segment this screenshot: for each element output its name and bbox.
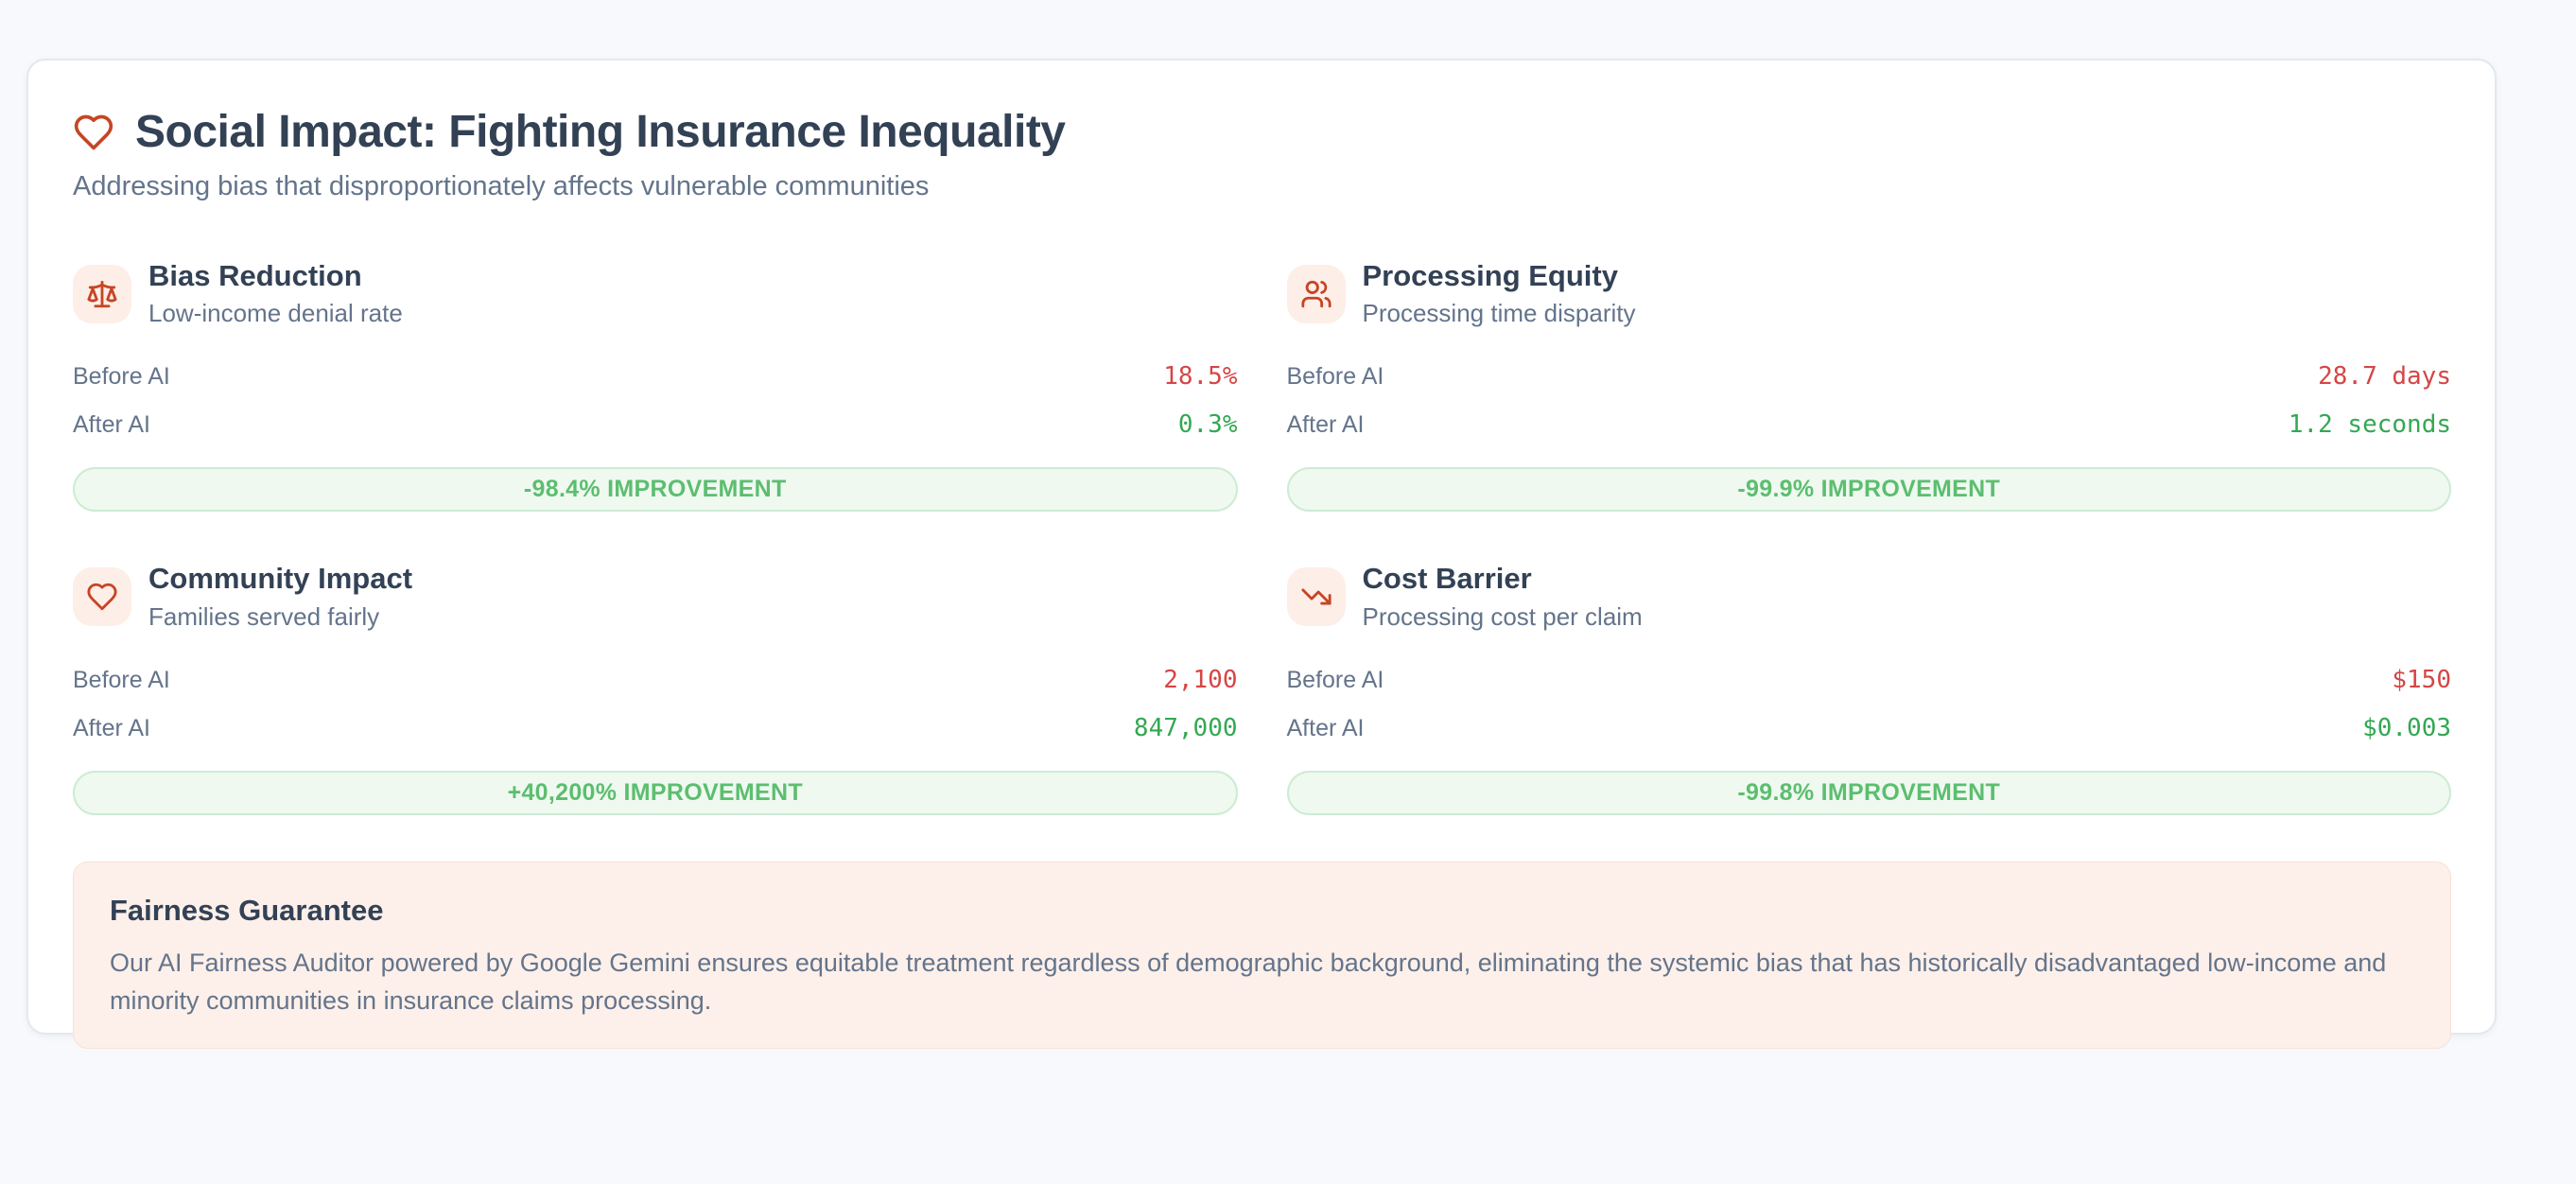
fairness-title: Fairness Guarantee xyxy=(110,894,384,928)
after-ai-value: 1.2 seconds xyxy=(2288,410,2451,440)
heart-icon xyxy=(87,583,117,611)
metric-icon-bubble xyxy=(73,567,131,627)
metric-card-cost-barrier: Cost Barrier Processing cost per claim B… xyxy=(1286,562,2452,816)
after-ai-value: $0.003 xyxy=(2362,714,2451,743)
improvement-badge: -98.4% IMPROVEMENT xyxy=(73,467,1238,513)
metric-header: Cost Barrier Processing cost per claim xyxy=(1286,562,2452,632)
after-ai-value: 0.3% xyxy=(1177,410,1238,440)
metric-title: Bias Reduction xyxy=(148,258,362,292)
metric-icon-bubble xyxy=(1286,567,1346,627)
after-ai-row: After AI 0.3% xyxy=(73,410,1238,439)
page-title: Social Impact: Fighting Insurance Inequa… xyxy=(73,107,2451,158)
metric-rows: Before AI $150 After AI $0.003 xyxy=(1287,666,2452,742)
metric-subtitle: Processing cost per claim xyxy=(1362,602,1643,632)
metric-rows: Before AI 28.7 days After AI 1.2 seconds xyxy=(1287,362,2452,439)
improvement-badge: +40,200% IMPROVEMENT xyxy=(73,771,1238,816)
page-subtitle: Addressing bias that disproportionately … xyxy=(73,170,930,201)
trending-down-icon xyxy=(1300,588,1332,605)
before-ai-row: Before AI 2,100 xyxy=(73,666,1238,694)
scale-icon xyxy=(87,280,117,307)
improvement-badge: -99.9% IMPROVEMENT xyxy=(1286,467,2451,513)
metric-header: Processing Equity Processing time dispar… xyxy=(1286,258,2452,329)
metric-icon-bubble xyxy=(1286,264,1346,323)
metric-subtitle: Low-income denial rate xyxy=(148,299,403,328)
metric-rows: Before AI 2,100 After AI 847,000 xyxy=(73,666,1238,742)
before-ai-row: Before AI 28.7 days xyxy=(1287,362,2452,391)
metric-card-community-impact: Community Impact Families served fairly … xyxy=(73,562,1238,816)
before-ai-value: 2,100 xyxy=(1163,666,1238,695)
metric-title: Processing Equity xyxy=(1362,258,1618,292)
metric-title: Community Impact xyxy=(148,562,413,596)
before-ai-value: 18.5% xyxy=(1163,362,1238,392)
metrics-grid: Bias Reduction Low-income denial rate Be… xyxy=(73,258,2452,816)
after-ai-label: After AI xyxy=(73,411,150,439)
before-ai-label: Before AI xyxy=(73,667,170,694)
metric-card-processing-equity: Processing Equity Processing time dispar… xyxy=(1286,258,2452,513)
before-ai-label: Before AI xyxy=(1286,363,1384,391)
before-ai-value: $150 xyxy=(2392,666,2451,695)
before-ai-row: Before AI 18.5% xyxy=(73,362,1238,391)
metric-subtitle: Families served fairly xyxy=(148,602,380,632)
metric-header: Bias Reduction Low-income denial rate xyxy=(73,259,1238,329)
after-ai-row: After AI 847,000 xyxy=(73,714,1238,742)
fairness-body: Our AI Fairness Auditor powered by Googl… xyxy=(110,949,2387,1016)
users-icon xyxy=(1300,280,1332,307)
improvement-badge: -99.8% IMPROVEMENT xyxy=(1286,771,2451,816)
metric-title: Cost Barrier xyxy=(1362,562,1532,596)
metric-header: Community Impact Families served fairly xyxy=(73,562,1238,632)
before-ai-value: 28.7 days xyxy=(2318,362,2451,392)
metric-rows: Before AI 18.5% After AI 0.3% xyxy=(73,362,1238,439)
metric-card-bias-reduction: Bias Reduction Low-income denial rate Be… xyxy=(73,259,1238,513)
after-ai-label: After AI xyxy=(73,715,150,742)
after-ai-value: 847,000 xyxy=(1133,714,1238,743)
fairness-guarantee-panel: Fairness Guarantee Our AI Fairness Audit… xyxy=(73,862,2451,1050)
before-ai-row: Before AI $150 xyxy=(1287,666,2452,694)
page-title-text: Social Impact: Fighting Insurance Inequa… xyxy=(135,107,1066,157)
before-ai-label: Before AI xyxy=(73,363,170,391)
metric-subtitle: Processing time disparity xyxy=(1362,299,1636,328)
after-ai-row: After AI 1.2 seconds xyxy=(1287,410,2452,439)
after-ai-row: After AI $0.003 xyxy=(1287,714,2452,742)
social-impact-card: Social Impact: Fighting Insurance Inequa… xyxy=(26,59,2497,1050)
heart-icon xyxy=(74,115,113,150)
before-ai-label: Before AI xyxy=(1286,667,1384,694)
after-ai-label: After AI xyxy=(1286,715,1365,742)
metric-icon-bubble xyxy=(73,264,131,323)
after-ai-label: After AI xyxy=(1286,411,1365,439)
